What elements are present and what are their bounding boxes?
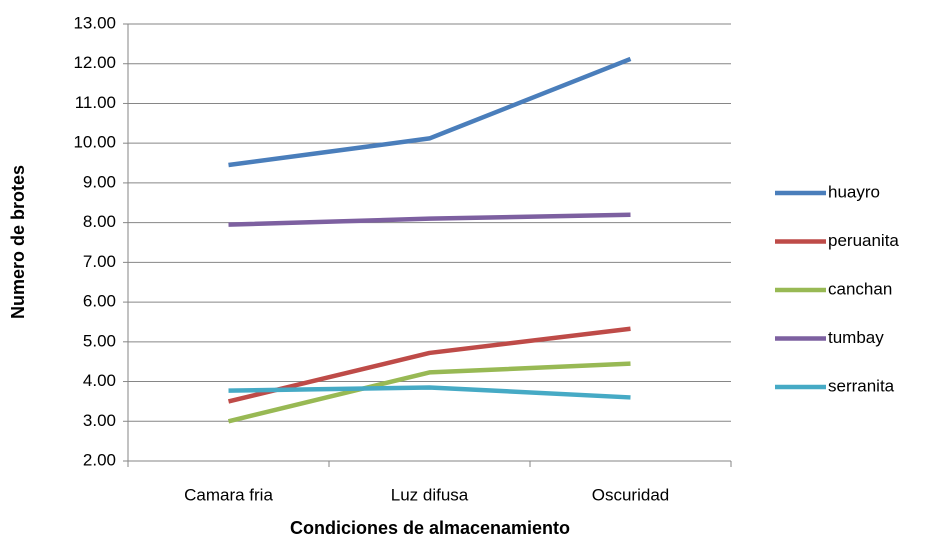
y-tick-label: 11.00 (75, 93, 116, 112)
y-tick-label: 4.00 (83, 371, 116, 390)
y-tick-label: 8.00 (83, 212, 116, 231)
y-tick-label: 10.00 (73, 133, 116, 152)
x-tick-label: Camara fria (184, 485, 273, 504)
y-tick-label: 3.00 (83, 411, 116, 430)
legend-label: peruanita (828, 231, 899, 250)
x-tick-label: Luz difusa (391, 485, 469, 504)
y-tick-label: 13.00 (73, 13, 116, 32)
y-axis-title: Numero de brotes (8, 165, 28, 319)
legend-label: canchan (828, 279, 892, 298)
y-tick-label: 2.00 (83, 450, 116, 469)
legend-label: tumbay (828, 328, 884, 347)
legend-label: huayro (828, 182, 880, 201)
series-line (227, 361, 631, 424)
series-line (228, 385, 631, 400)
series-line (228, 56, 632, 168)
series-line (227, 326, 631, 404)
y-tick-label: 9.00 (83, 172, 116, 191)
legend-label: serranita (828, 376, 895, 395)
y-tick-label: 6.00 (83, 292, 116, 311)
y-tick-label: 7.00 (83, 252, 116, 271)
y-tick-label: 5.00 (83, 331, 116, 350)
x-axis-title: Condiciones de almacenamiento (290, 518, 570, 538)
x-tick-label: Oscuridad (592, 485, 669, 504)
series-line (228, 212, 631, 227)
y-tick-label: 12.00 (73, 53, 116, 72)
